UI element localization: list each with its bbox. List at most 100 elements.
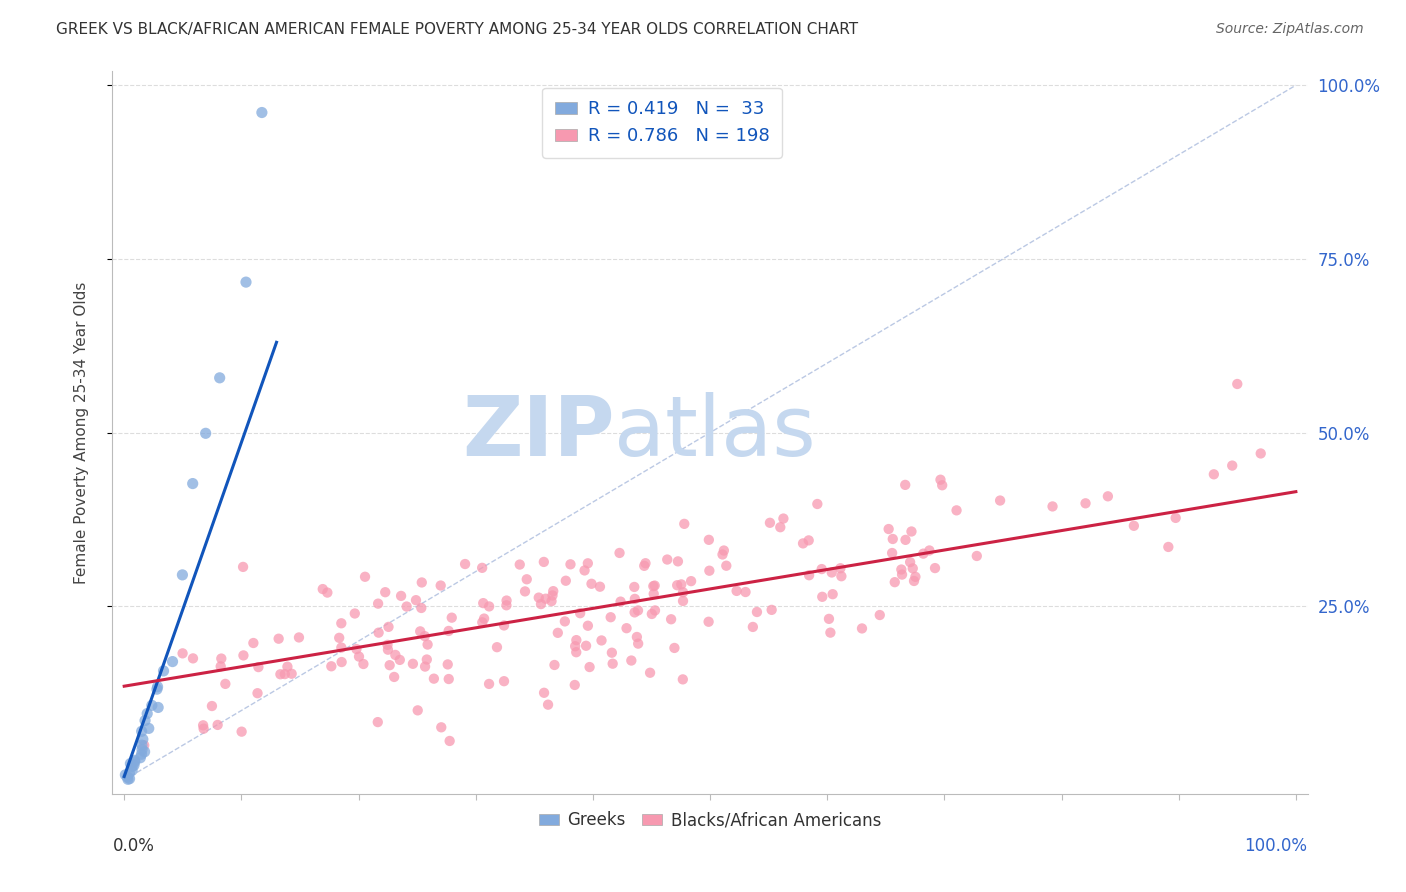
Point <box>247 660 270 674</box>
Point <box>352 657 374 671</box>
Point <box>354 570 377 584</box>
Point <box>402 657 425 671</box>
Point <box>214 677 236 691</box>
Point <box>820 625 842 640</box>
Point <box>894 533 917 547</box>
Point <box>806 497 828 511</box>
Point <box>134 714 156 728</box>
Point <box>609 594 631 608</box>
Point <box>411 575 433 590</box>
Point <box>330 616 353 631</box>
Point <box>699 564 721 578</box>
Point <box>208 371 231 385</box>
Point <box>374 585 396 599</box>
Point <box>627 603 650 617</box>
Point <box>406 703 429 717</box>
Point <box>638 665 661 680</box>
Point <box>330 655 353 669</box>
Point <box>713 543 735 558</box>
Point <box>343 607 366 621</box>
Point <box>124 753 146 767</box>
Point <box>554 615 576 629</box>
Point <box>131 747 153 762</box>
Point <box>821 566 844 580</box>
Point <box>1042 500 1064 514</box>
Point <box>207 718 229 732</box>
Point <box>129 750 152 764</box>
Point <box>416 652 439 666</box>
Point <box>533 555 555 569</box>
Point <box>181 476 204 491</box>
Point <box>492 674 515 689</box>
Point <box>454 557 477 571</box>
Point <box>741 620 763 634</box>
Point <box>574 564 596 578</box>
Point <box>541 584 564 599</box>
Point <box>377 638 399 652</box>
Legend: Greeks, Blacks/African Americans: Greeks, Blacks/African Americans <box>533 805 887 836</box>
Point <box>250 105 273 120</box>
Point <box>436 657 458 672</box>
Point <box>122 758 145 772</box>
Point <box>761 603 783 617</box>
Point <box>578 660 600 674</box>
Point <box>193 722 215 736</box>
Point <box>811 590 834 604</box>
Point <box>330 640 353 655</box>
Point <box>495 593 517 607</box>
Point <box>900 524 922 539</box>
Point <box>172 567 194 582</box>
Point <box>891 567 914 582</box>
Point <box>672 585 695 599</box>
Point <box>437 624 460 638</box>
Point <box>201 699 224 714</box>
Point <box>543 657 565 672</box>
Point <box>616 621 638 635</box>
Point <box>623 606 645 620</box>
Point <box>312 582 335 596</box>
Point <box>599 610 621 624</box>
Point <box>405 593 427 607</box>
Point <box>537 698 560 712</box>
Point <box>633 558 655 573</box>
Point <box>146 680 169 694</box>
Point <box>423 672 446 686</box>
Point <box>181 651 204 665</box>
Point <box>429 578 451 592</box>
Point <box>114 768 136 782</box>
Point <box>659 612 682 626</box>
Text: 100.0%: 100.0% <box>1244 838 1308 855</box>
Point <box>117 772 139 787</box>
Point <box>328 631 350 645</box>
Point <box>416 638 439 652</box>
Point <box>821 587 844 601</box>
Point <box>591 633 613 648</box>
Point <box>430 720 453 734</box>
Point <box>931 478 953 492</box>
Point <box>745 605 768 619</box>
Point <box>120 756 142 771</box>
Point <box>209 651 232 665</box>
Point <box>321 659 343 673</box>
Point <box>152 664 174 678</box>
Point <box>267 632 290 646</box>
Point <box>620 654 643 668</box>
Point <box>209 659 232 673</box>
Point <box>121 759 143 773</box>
Point <box>124 755 146 769</box>
Text: ZIP: ZIP <box>463 392 614 473</box>
Point <box>554 574 576 588</box>
Point <box>883 575 905 590</box>
Point <box>382 670 405 684</box>
Point <box>666 578 689 592</box>
Point <box>624 591 647 606</box>
Point <box>882 546 904 560</box>
Point <box>134 745 156 759</box>
Point <box>697 533 720 547</box>
Point <box>409 624 432 639</box>
Point <box>121 764 143 778</box>
Point <box>118 766 141 780</box>
Point <box>1097 489 1119 503</box>
Point <box>664 640 686 655</box>
Point <box>132 732 155 747</box>
